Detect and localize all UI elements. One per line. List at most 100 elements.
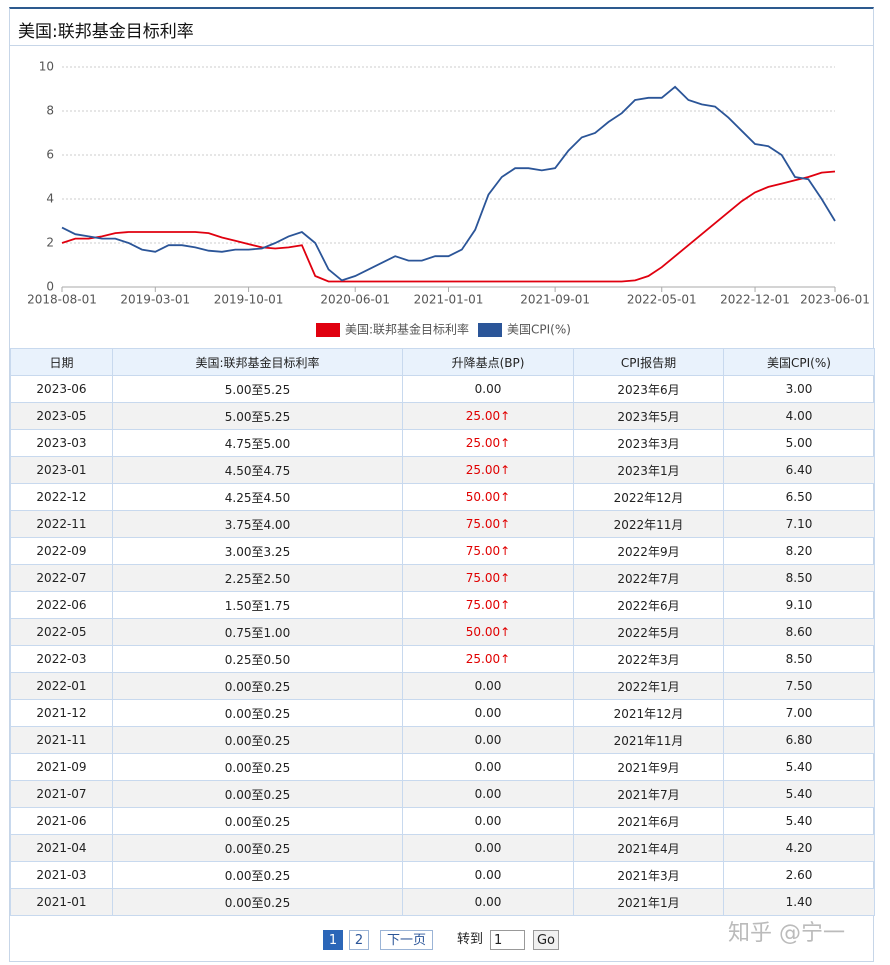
- x-tick-label: 2021-09-01: [520, 293, 590, 307]
- table-cell: 4.00: [723, 402, 875, 430]
- series-line: [61, 170, 836, 283]
- table-cell: 0.00: [402, 834, 574, 862]
- table-row: 2021-06 0.00至0.25 0.00 2021年6月 5.40: [10, 807, 875, 835]
- table-cell: 7.50: [723, 672, 875, 700]
- y-tick-label: 2: [46, 236, 54, 250]
- panel-title: 美国:联邦基金目标利率: [18, 22, 194, 42]
- table-cell: 2022年12月: [573, 483, 724, 511]
- table-cell: 2022-07: [10, 564, 113, 592]
- table-row: 2022-05 0.75至1.00 50.00↑ 2022年5月 8.60: [10, 618, 875, 646]
- data-table: 日期 美国:联邦基金目标利率 升降基点(BP) CPI报告期 美国CPI(%) 2023…: [10, 348, 875, 916]
- table-cell: 2021-06: [10, 807, 113, 835]
- go-button[interactable]: Go: [533, 930, 559, 950]
- table-cell: 4.20: [723, 834, 875, 862]
- table-cell: 2022年7月: [573, 564, 724, 592]
- table-cell: 7.10: [723, 510, 875, 538]
- table-cell: 0.00: [402, 780, 574, 808]
- table-cell: 0.00至0.25: [112, 888, 403, 916]
- table-cell: 2023-01: [10, 456, 113, 484]
- x-tick-label: 2023-06-01: [800, 293, 870, 307]
- table-cell: 2021-07: [10, 780, 113, 808]
- x-tick-label: 2020-06-01: [320, 293, 390, 307]
- table-cell: 2021-04: [10, 834, 113, 862]
- table-cell: 0.00: [402, 375, 574, 403]
- x-tick-label: 2022-12-01: [720, 293, 790, 307]
- goto-label: 转到: [456, 932, 483, 947]
- table-cell: 7.00: [723, 699, 875, 727]
- table-cell: 75.00↑: [402, 591, 574, 619]
- x-tick-label: 2019-03-01: [120, 293, 190, 307]
- table-cell: 2022-06: [10, 591, 113, 619]
- table-cell: 8.50: [723, 564, 875, 592]
- table-body: 2023-06 5.00至5.25 0.00 2023年6月 3.00 2023-05 5.…: [10, 375, 875, 916]
- next-page[interactable]: 下一页: [380, 930, 433, 950]
- table-cell: 2021-09: [10, 753, 113, 781]
- table-cell: 5.00至5.25: [112, 375, 403, 403]
- y-tick-label: 6: [46, 148, 54, 162]
- table-cell: 2022年6月: [573, 591, 724, 619]
- table-cell: 0.00至0.25: [112, 753, 403, 781]
- table-cell: 2.60: [723, 861, 875, 889]
- table-row: 2022-09 3.00至3.25 75.00↑ 2022年9月 8.20: [10, 537, 875, 565]
- table-row: 2022-01 0.00至0.25 0.00 2022年1月 7.50: [10, 672, 875, 700]
- table-cell: 25.00↑: [402, 456, 574, 484]
- table-row: 2023-03 4.75至5.00 25.00↑ 2023年3月 5.00: [10, 429, 875, 457]
- table-row: 2021-04 0.00至0.25 0.00 2021年4月 4.20: [10, 834, 875, 862]
- table-cell: 0.00: [402, 672, 574, 700]
- table-cell: 2021-11: [10, 726, 113, 754]
- page-input[interactable]: 1: [490, 930, 525, 950]
- y-tick-label: 10: [39, 60, 54, 74]
- table-cell: 5.00至5.25: [112, 402, 403, 430]
- legend-swatch: [316, 323, 340, 337]
- column-header: CPI报告期: [573, 348, 724, 376]
- table-cell: 3.75至4.00: [112, 510, 403, 538]
- table-cell: 2023年5月: [573, 402, 724, 430]
- table-cell: 1.40: [723, 888, 875, 916]
- table-row: 2023-06 5.00至5.25 0.00 2023年6月 3.00: [10, 375, 875, 403]
- table-cell: 2022-03: [10, 645, 113, 673]
- table-cell: 2021年1月: [573, 888, 724, 916]
- table-cell: 3.00至3.25: [112, 537, 403, 565]
- table-cell: 0.00至0.25: [112, 834, 403, 862]
- table-row: 2021-01 0.00至0.25 0.00 2021年1月 1.40: [10, 888, 875, 916]
- table-cell: 8.20: [723, 537, 875, 565]
- page-button[interactable]: 2: [349, 930, 369, 950]
- table-cell: 0.00: [402, 726, 574, 754]
- table-cell: 4.25至4.50: [112, 483, 403, 511]
- table-cell: 4.50至4.75: [112, 456, 403, 484]
- table-cell: 2022年1月: [573, 672, 724, 700]
- page-button[interactable]: 1: [323, 930, 343, 950]
- table-cell: 0.00至0.25: [112, 780, 403, 808]
- table-cell: 75.00↑: [402, 537, 574, 565]
- table-cell: 4.75至5.00: [112, 429, 403, 457]
- column-header: 美国:联邦基金目标利率: [112, 348, 403, 376]
- table-cell: 25.00↑: [402, 402, 574, 430]
- table-cell: 0.00至0.25: [112, 672, 403, 700]
- table-cell: 8.50: [723, 645, 875, 673]
- table-cell: 2023年1月: [573, 456, 724, 484]
- table-cell: 0.00: [402, 807, 574, 835]
- table-row: 2022-07 2.25至2.50 75.00↑ 2022年7月 8.50: [10, 564, 875, 592]
- table-cell: 2022-09: [10, 537, 113, 565]
- table-cell: 2.25至2.50: [112, 564, 403, 592]
- table-row: 2021-12 0.00至0.25 0.00 2021年12月 7.00: [10, 699, 875, 727]
- legend-label: 美国CPI(%): [507, 323, 571, 337]
- table-row: 2022-03 0.25至0.50 25.00↑ 2022年3月 8.50: [10, 645, 875, 673]
- table-cell: 2021年3月: [573, 861, 724, 889]
- table-cell: 2021年6月: [573, 807, 724, 835]
- column-header: 美国CPI(%): [723, 348, 875, 376]
- watermark: 知乎 @宁一: [728, 921, 845, 946]
- y-tick-label: 8: [46, 104, 54, 118]
- table-cell: 2022年5月: [573, 618, 724, 646]
- series-line: [61, 85, 836, 282]
- table-cell: 0.00: [402, 888, 574, 916]
- y-tick-label: 0: [46, 280, 54, 294]
- table-cell: 2021年7月: [573, 780, 724, 808]
- panel-header: 美国:联邦基金目标利率: [9, 9, 874, 46]
- table-cell: 2023年6月: [573, 375, 724, 403]
- table-cell: 2021-03: [10, 861, 113, 889]
- x-tick-label: 2018-08-01: [27, 293, 97, 307]
- table-cell: 5.40: [723, 807, 875, 835]
- column-header: 日期: [10, 348, 113, 376]
- chart: 0 2 4 6 8 10 2018-08-01 2019-03-01 2019-10-01 202…: [27, 60, 870, 337]
